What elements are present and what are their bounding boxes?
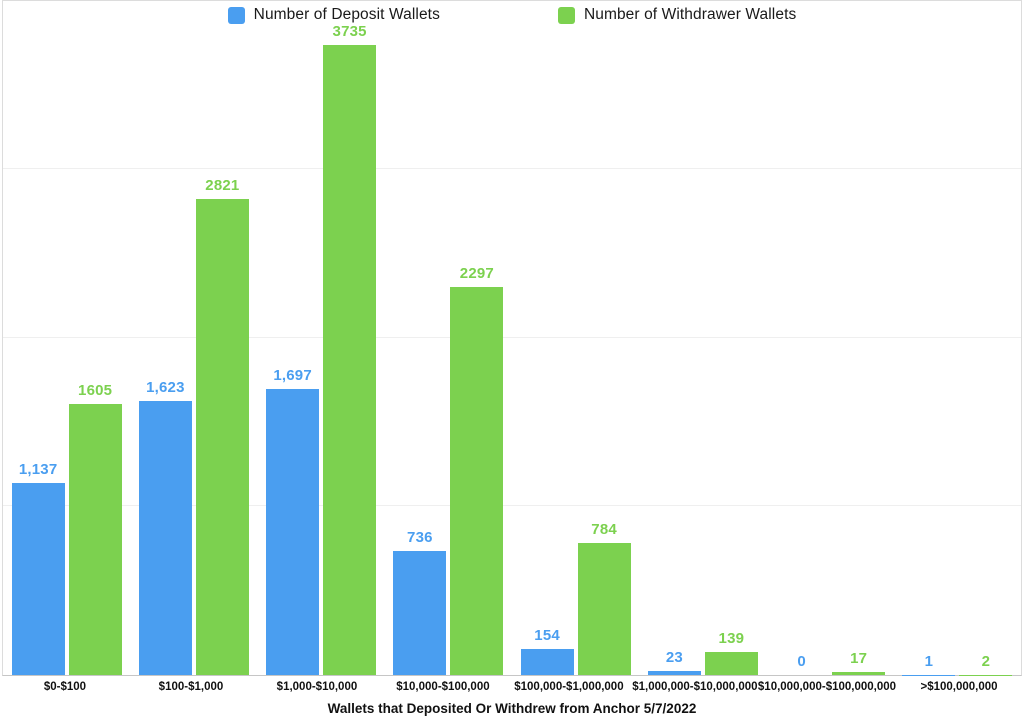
legend-label-withdrawer: Number of Withdrawer Wallets (583, 6, 797, 23)
withdrawer-bar-value-label: 784 (591, 520, 617, 538)
x-axis-tick-labels: $0-$100 $100-$1,000 $1,000-$10,000 $10,000-… (2, 681, 1022, 693)
deposit-bar-column: 0 (775, 1, 828, 675)
withdrawer-bar (195, 198, 249, 675)
withdrawer-bar-value-label: 1605 (78, 382, 113, 400)
withdrawer-bar-value-label: 2297 (459, 265, 494, 283)
withdrawer-bar-value-label: 17 (850, 650, 868, 668)
deposit-bar (647, 671, 701, 675)
chart-legend: Number of Deposit Wallets Number of With… (0, 6, 1024, 24)
withdrawer-bar-column: 139 (704, 1, 758, 675)
legend-label-deposit: Number of Deposit Wallets (253, 6, 440, 23)
legend-item-deposit-wallets: Number of Deposit Wallets (227, 6, 440, 24)
bar-group-3: 736 2297 (385, 1, 512, 675)
withdrawer-bar-column: 17 (832, 1, 886, 675)
withdrawer-bar (832, 672, 886, 675)
withdrawer-bar-column: 2297 (450, 1, 504, 675)
deposit-bar-column: 1,137 (11, 1, 65, 675)
withdrawer-bar (450, 287, 504, 675)
x-tick-label: $100-$1,000 (158, 681, 224, 693)
gridline-2000 (3, 336, 1021, 338)
bar-group-5: 23 139 (639, 1, 766, 675)
deposit-bar-column: 736 (393, 1, 447, 675)
x-axis-title: Wallets that Deposited Or Withdrew from … (327, 701, 697, 716)
withdrawer-bar (704, 651, 758, 675)
deposit-bar-value-label: 1,137 (18, 461, 58, 479)
deposit-bar (393, 550, 447, 675)
withdrawer-bar (323, 44, 377, 675)
withdrawer-bar (68, 404, 122, 675)
legend-item-withdrawer-wallets: Number of Withdrawer Wallets (557, 6, 797, 24)
deposit-bar-value-label: 0 (797, 653, 806, 670)
deposit-bar-value-label: 1,623 (146, 379, 185, 397)
withdrawer-bar-value-label: 3735 (332, 22, 367, 40)
x-tick-label: >$100,000,000 (920, 681, 998, 693)
deposit-bar-column: 1 (902, 1, 956, 675)
bar-group-0: 1,137 1605 (3, 1, 130, 675)
withdrawer-bar-column: 3735 (323, 1, 377, 675)
deposit-bar-column: 154 (520, 1, 574, 675)
plot-area: 1,137 1605 1,623 2821 1,697 3735 736 2297 154 784… (2, 0, 1022, 676)
x-tick-label: $100,000-$1,000,000 (514, 681, 624, 693)
deposit-series-swatch-icon (227, 6, 245, 24)
withdrawer-bar-value-label: 139 (718, 629, 745, 647)
deposit-bar (138, 401, 192, 675)
withdrawer-series-swatch-icon (557, 6, 575, 24)
deposit-bar-column: 23 (647, 1, 701, 675)
deposit-bar-value-label: 1,697 (273, 366, 312, 384)
deposit-bar (520, 649, 574, 675)
deposit-bar-value-label: 736 (407, 528, 433, 546)
withdrawer-bar-column: 784 (577, 1, 631, 675)
x-tick-label: $10,000-$100,000 (396, 681, 490, 693)
deposit-bar (266, 388, 320, 675)
deposit-bar-value-label: 154 (534, 627, 560, 645)
deposit-bar-value-label: 23 (665, 649, 683, 667)
deposit-bar-column: 1,697 (266, 1, 320, 675)
bar-group-2: 1,697 3735 (258, 1, 385, 675)
x-tick-label: $10,000,000-$100,000,000 (757, 681, 897, 693)
deposit-bar-value-label: 1 (924, 652, 934, 670)
deposit-bar-column: 1,623 (138, 1, 192, 675)
withdrawer-bar-column: 1605 (68, 1, 122, 675)
x-tick-label: $0-$100 (43, 681, 87, 693)
bar-groups: 1,137 1605 1,623 2821 1,697 3735 736 2297 154 784… (3, 1, 1021, 675)
withdrawer-bar-column: 2821 (195, 1, 249, 675)
bar-group-4: 154 784 (512, 1, 639, 675)
withdrawer-bar-column: 2 (959, 1, 1013, 675)
x-tick-label: $1,000-$10,000 (276, 681, 358, 693)
gridline-1000 (3, 505, 1021, 507)
bar-group-1: 1,623 2821 (130, 1, 257, 675)
withdrawer-bar-value-label: 2821 (205, 176, 240, 194)
gridline-3000 (3, 167, 1021, 169)
withdrawer-bar-value-label: 2 (981, 652, 991, 670)
withdrawer-bar (577, 542, 631, 675)
x-tick-label: $1,000,000-$10,000,000 (632, 681, 758, 693)
deposit-bar (11, 483, 65, 675)
bar-group-6: 0 17 (767, 1, 894, 675)
